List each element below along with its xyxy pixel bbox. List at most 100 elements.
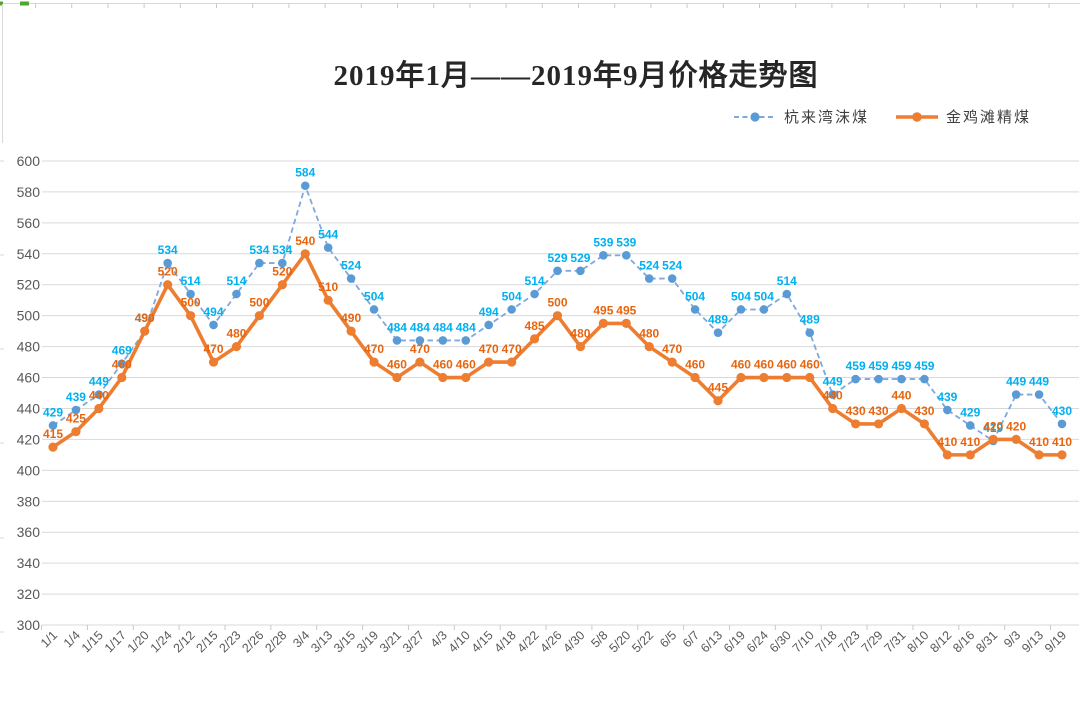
data-point — [828, 403, 838, 414]
x-tick-label: 5/22 — [629, 628, 656, 655]
data-point-label: 514 — [226, 274, 246, 288]
data-point-label: 510 — [318, 280, 338, 294]
data-point — [621, 251, 631, 260]
data-point-label: 504 — [731, 289, 751, 303]
data-point-label: 524 — [341, 259, 361, 273]
x-axis-tick-labels: 1/1 1/41/151/171/201/242/122/152/232/262/… — [38, 628, 1069, 655]
data-point-label: 494 — [204, 305, 224, 319]
legend-item-hanglaiwan[interactable]: 杭来湾沫煤 — [733, 106, 869, 127]
data-point-label: 484 — [387, 320, 407, 334]
data-point — [943, 405, 952, 415]
data-point — [94, 403, 104, 414]
legend-item-jinjitan[interactable]: 金鸡滩精煤 — [895, 106, 1031, 127]
legend-label-jinjitan: 金鸡滩精煤 — [946, 109, 1032, 126]
data-point-label: 520 — [272, 265, 292, 279]
data-point — [644, 342, 654, 352]
data-point-label: 430 — [846, 404, 866, 418]
y-tick-label: 480 — [17, 339, 41, 355]
data-point — [209, 320, 218, 330]
data-point — [140, 326, 150, 336]
data-point-label: 410 — [937, 435, 957, 449]
data-point — [1011, 390, 1021, 399]
data-point — [461, 336, 471, 345]
x-tick-label: 6/24 — [744, 628, 771, 655]
data-point — [392, 372, 402, 383]
data-point-label: 504 — [364, 289, 384, 303]
x-tick-label: 1/1 — [38, 628, 60, 650]
data-point — [553, 266, 562, 276]
data-point-label: 470 — [502, 342, 522, 356]
data-point — [438, 336, 448, 345]
x-tick-label: 1/15 — [79, 628, 106, 655]
data-point-label: 415 — [43, 427, 63, 441]
data-point-label: 584 — [295, 166, 315, 180]
y-tick-label: 400 — [17, 462, 41, 478]
data-point-label: 470 — [479, 342, 499, 356]
x-tick-label: 2/23 — [216, 628, 243, 655]
data-point — [232, 289, 241, 299]
data-point — [208, 357, 219, 367]
data-point — [667, 274, 677, 283]
data-point-label: 539 — [593, 235, 613, 249]
data-point-label: 460 — [685, 358, 705, 372]
data-point-label: 419 — [983, 421, 1003, 435]
data-point-label: 460 — [456, 358, 476, 372]
x-tick-label: 8/31 — [973, 628, 1000, 655]
data-point — [599, 251, 608, 260]
data-point-label: 484 — [410, 320, 430, 334]
series-jinjitan — [48, 249, 1067, 460]
y-axis-tick-labels: 300 320 340 360 380 400 420 440 460 480 500 520 540 5… — [17, 153, 41, 633]
data-point-label: 489 — [708, 313, 728, 327]
data-point — [185, 311, 196, 321]
data-point-label: 470 — [662, 342, 682, 356]
data-point — [300, 181, 310, 191]
data-point — [782, 289, 792, 299]
data-point — [461, 372, 471, 383]
data-point-label: 449 — [1006, 375, 1026, 389]
x-tick-label: 6/13 — [698, 628, 725, 655]
data-point-label: 514 — [181, 274, 201, 288]
data-point — [736, 305, 746, 314]
data-point-label: 540 — [295, 234, 315, 248]
data-point-label: 484 — [456, 320, 476, 334]
data-point — [736, 372, 746, 383]
data-point — [1011, 434, 1021, 444]
data-point — [1034, 390, 1044, 399]
x-tick-label: 1/17 — [102, 628, 129, 655]
data-point-label: 429 — [960, 405, 980, 419]
data-point — [369, 305, 379, 314]
data-point-label: 480 — [570, 327, 590, 341]
data-point-label: 449 — [1029, 375, 1049, 389]
x-tick-label: 5/20 — [606, 628, 633, 655]
x-tick-label: 6/5 — [657, 628, 679, 650]
chart-title: 2019年1月——2019年9月价格走势图 — [333, 60, 819, 92]
data-point — [552, 311, 563, 321]
x-tick-label: 6/19 — [721, 628, 748, 655]
data-point-label: 420 — [983, 419, 1003, 433]
data-point — [346, 326, 356, 336]
x-tick-label: 2/26 — [239, 628, 266, 655]
data-point-label: 430 — [1052, 404, 1072, 418]
x-tick-label: 1/20 — [125, 628, 152, 655]
data-point — [759, 372, 769, 383]
data-point — [828, 390, 837, 399]
data-point — [94, 390, 104, 399]
data-point-label: 514 — [777, 274, 797, 288]
data-point — [965, 450, 975, 460]
x-tick-label: 9/13 — [1019, 628, 1046, 655]
data-point-label: 430 — [914, 404, 934, 418]
y-tick-label: 540 — [17, 246, 41, 262]
data-point — [369, 357, 379, 367]
x-tick-label: 4/10 — [446, 628, 473, 655]
data-point-label: 534 — [272, 243, 292, 257]
data-point — [690, 305, 700, 314]
data-point — [231, 342, 242, 352]
y-tick-label: 440 — [17, 400, 41, 416]
data-point-label: 459 — [869, 359, 889, 373]
data-point-label: 529 — [570, 251, 590, 265]
y-tick-label: 340 — [17, 555, 41, 571]
x-axis-ticks — [41, 625, 1052, 630]
data-point-label: 460 — [433, 358, 453, 372]
data-point — [186, 289, 195, 299]
